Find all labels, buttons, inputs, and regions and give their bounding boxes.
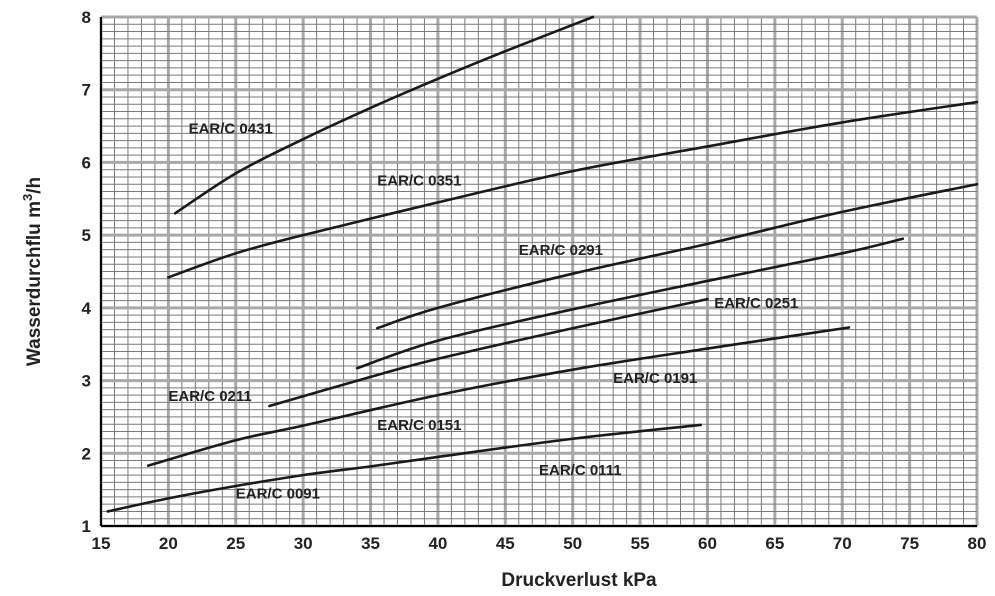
series-line bbox=[173, 15, 595, 215]
x-tick-label: 75 bbox=[900, 534, 919, 553]
series-line bbox=[375, 182, 979, 330]
x-tick-label: 20 bbox=[159, 534, 178, 553]
x-tick-label: 70 bbox=[833, 534, 852, 553]
y-axis-label-sup: 3 bbox=[20, 194, 35, 201]
y-tick-label: 1 bbox=[82, 517, 91, 536]
curve-label: EAR/C 0091 bbox=[236, 485, 320, 502]
curve-label: EAR/C 0291 bbox=[519, 242, 603, 259]
series-line bbox=[146, 326, 851, 467]
x-tick-label: 50 bbox=[563, 534, 582, 553]
y-axis-label-main: Wasserdurchflu m bbox=[24, 201, 45, 366]
x-tick-label: 30 bbox=[294, 534, 313, 553]
y-tick-label: 4 bbox=[82, 299, 92, 318]
x-axis-label: Druckverlust kPa bbox=[501, 570, 657, 591]
series-line bbox=[268, 297, 709, 408]
x-tick-label: 60 bbox=[698, 534, 717, 553]
y-tick-label: 2 bbox=[82, 444, 91, 463]
chart-axes bbox=[100, 17, 977, 527]
x-tick-label: 35 bbox=[361, 534, 380, 553]
y-tick-label: 7 bbox=[82, 81, 91, 100]
y-tick-label: 6 bbox=[82, 153, 91, 172]
y-axis-label-suffix: /h bbox=[24, 177, 45, 194]
x-tick-label: 55 bbox=[631, 534, 650, 553]
y-tick-label: 8 bbox=[82, 8, 91, 27]
x-tick-label: 40 bbox=[428, 534, 447, 553]
y-axis-label: Wasserdurchflu m3/h bbox=[20, 177, 45, 366]
curve-label: EAR/C 0251 bbox=[714, 295, 798, 312]
curve-label: EAR/C 0351 bbox=[377, 173, 461, 190]
curve-labels: EAR/C 0431 EAR/C 0351 EAR/C 0291 EAR/C 0251… bbox=[168, 120, 798, 502]
series-line bbox=[355, 237, 905, 370]
curve-label: EAR/C 0191 bbox=[613, 370, 697, 387]
x-tick-label: 25 bbox=[226, 534, 245, 553]
series-line bbox=[106, 423, 703, 513]
x-tick-label: 80 bbox=[968, 534, 987, 553]
curve-label: EAR/C 0211 bbox=[168, 388, 251, 405]
curve-label: EAR/C 0431 bbox=[189, 120, 273, 137]
y-tick-label: 3 bbox=[82, 372, 91, 391]
x-tick-label: 45 bbox=[496, 534, 515, 553]
chart-curves bbox=[106, 15, 979, 513]
series-line bbox=[167, 100, 979, 279]
curve-label: EAR/C 0111 bbox=[539, 462, 622, 479]
y-tick-label: 5 bbox=[82, 226, 91, 245]
curve-label: EAR/C 0151 bbox=[377, 417, 461, 434]
chart-grid bbox=[99, 15, 979, 528]
x-tick-label: 15 bbox=[92, 534, 111, 553]
x-tick-label: 65 bbox=[765, 534, 784, 553]
